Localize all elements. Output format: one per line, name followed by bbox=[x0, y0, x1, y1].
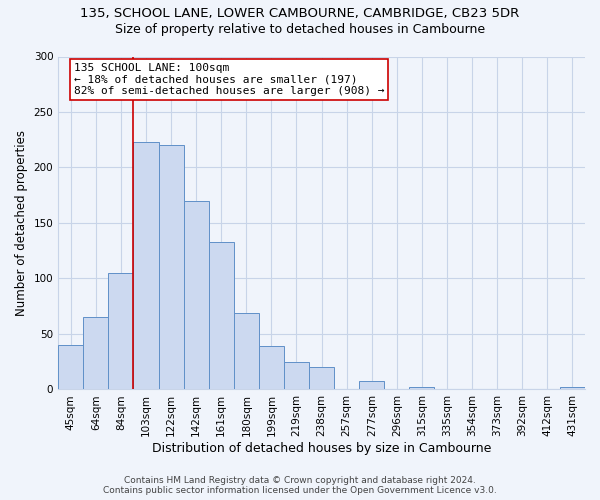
Bar bbox=[184, 201, 209, 390]
Text: Size of property relative to detached houses in Cambourne: Size of property relative to detached ho… bbox=[115, 22, 485, 36]
Bar bbox=[83, 318, 109, 390]
Bar bbox=[560, 387, 585, 390]
Text: 135, SCHOOL LANE, LOWER CAMBOURNE, CAMBRIDGE, CB23 5DR: 135, SCHOOL LANE, LOWER CAMBOURNE, CAMBR… bbox=[80, 8, 520, 20]
Bar bbox=[133, 142, 158, 390]
Bar bbox=[309, 368, 334, 390]
Bar bbox=[284, 362, 309, 390]
Bar bbox=[209, 242, 234, 390]
Bar bbox=[109, 273, 133, 390]
Bar bbox=[58, 345, 83, 390]
Text: Contains HM Land Registry data © Crown copyright and database right 2024.
Contai: Contains HM Land Registry data © Crown c… bbox=[103, 476, 497, 495]
Bar bbox=[158, 146, 184, 390]
Y-axis label: Number of detached properties: Number of detached properties bbox=[15, 130, 28, 316]
Bar bbox=[259, 346, 284, 390]
Bar bbox=[234, 313, 259, 390]
Bar bbox=[359, 380, 385, 390]
Bar bbox=[409, 387, 434, 390]
Text: 135 SCHOOL LANE: 100sqm
← 18% of detached houses are smaller (197)
82% of semi-d: 135 SCHOOL LANE: 100sqm ← 18% of detache… bbox=[74, 63, 385, 96]
X-axis label: Distribution of detached houses by size in Cambourne: Distribution of detached houses by size … bbox=[152, 442, 491, 455]
